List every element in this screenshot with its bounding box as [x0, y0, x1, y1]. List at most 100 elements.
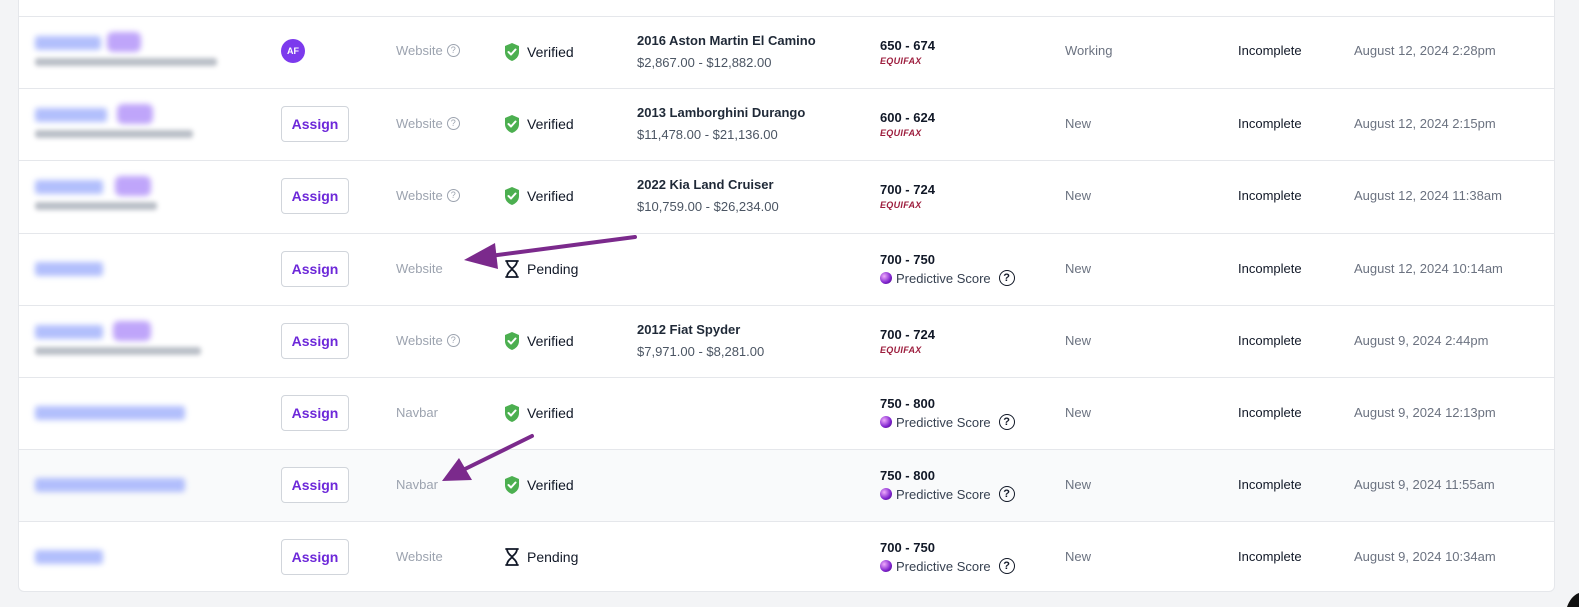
- predictive-score-label: Predictive Score: [896, 414, 991, 430]
- question-icon[interactable]: ?: [446, 117, 460, 130]
- customer-name-redacted[interactable]: [35, 550, 103, 564]
- question-icon[interactable]: ?: [998, 270, 1015, 286]
- completion-status: Incomplete: [1238, 116, 1302, 131]
- completion-status: Incomplete: [1238, 405, 1302, 420]
- vehicle-name: 2016 Aston Martin El Camino: [637, 33, 816, 48]
- table-row[interactable]: Assign Website? Verified 2022 Kia Land C…: [19, 160, 1554, 232]
- customer-email-redacted: [35, 58, 217, 66]
- question-icon[interactable]: ?: [446, 189, 460, 202]
- hourglass-icon: [505, 548, 519, 566]
- customer-email-redacted: [35, 202, 157, 210]
- vehicle-name: 2013 Lamborghini Durango: [637, 105, 806, 120]
- verification-status: Verified: [503, 114, 574, 134]
- verification-status: Pending: [503, 259, 578, 279]
- assign-button[interactable]: Assign: [281, 539, 349, 575]
- completion-status: Incomplete: [1238, 261, 1302, 276]
- question-icon[interactable]: ?: [998, 414, 1015, 430]
- lead-date: August 9, 2024 12:13pm: [1354, 405, 1496, 420]
- vehicle-price-range: $10,759.00 - $26,234.00: [637, 199, 779, 214]
- source-label: Navbar: [396, 405, 438, 420]
- assignee-avatar[interactable]: AF: [281, 39, 305, 63]
- customer-name-redacted[interactable]: [35, 108, 107, 122]
- vehicle-price-range: $2,867.00 - $12,882.00: [637, 55, 772, 70]
- lead-status: New: [1065, 333, 1092, 348]
- vehicle-price-range: $7,971.00 - $8,281.00: [637, 344, 765, 359]
- table-row[interactable]: Assign Navbar Verified 750 - 800 Predict…: [19, 377, 1554, 449]
- question-icon[interactable]: ?: [446, 44, 460, 57]
- credit-score-range: 700 - 750: [880, 540, 935, 555]
- lead-status: New: [1065, 116, 1092, 131]
- equifax-logo: EQUIFAX: [880, 200, 922, 210]
- customer-name-redacted[interactable]: [35, 325, 103, 339]
- completion-status: Incomplete: [1238, 333, 1302, 348]
- lead-source: Navbar: [396, 405, 438, 420]
- table-row[interactable]: Assign Navbar Verified 750 - 800 Predict…: [19, 449, 1554, 521]
- table-row[interactable]: Assign Website? Verified 2013 Lamborghin…: [19, 88, 1554, 160]
- verification-status: Verified: [503, 403, 574, 423]
- lead-status: Working: [1065, 43, 1113, 58]
- verification-status: Pending: [503, 547, 578, 567]
- lead-status: New: [1065, 188, 1092, 203]
- verified-shield-icon: [505, 404, 519, 422]
- crystal-ball-icon: [880, 560, 892, 572]
- source-label: Website: [396, 261, 443, 276]
- lead-source: Website?: [396, 43, 460, 58]
- question-icon[interactable]: ?: [998, 486, 1015, 502]
- predictive-score: Predictive Score?: [880, 558, 1015, 574]
- verification-label: Pending: [527, 261, 579, 277]
- crystal-ball-icon: [880, 488, 892, 500]
- table-row[interactable]: Assign Website? Verified 2012 Fiat Spyde…: [19, 305, 1554, 377]
- source-label: Website: [396, 188, 443, 203]
- completion-status: Incomplete: [1238, 43, 1302, 58]
- customer-name-redacted[interactable]: [35, 180, 103, 194]
- verification-status: Verified: [503, 42, 574, 62]
- verification-label: Pending: [527, 549, 579, 565]
- lead-date: August 12, 2024 2:15pm: [1354, 116, 1496, 131]
- credit-score-range: 600 - 624: [880, 110, 935, 125]
- table-row[interactable]: AF Website? Verified 2016 Aston Martin E…: [19, 16, 1554, 88]
- verification-label: Verified: [527, 405, 574, 421]
- customer-name-redacted[interactable]: [35, 262, 103, 276]
- customer-tag-redacted: [117, 104, 153, 124]
- lead-date: August 12, 2024 11:38am: [1354, 188, 1502, 203]
- assign-button[interactable]: Assign: [281, 395, 349, 431]
- customer-name-redacted[interactable]: [35, 478, 185, 492]
- verification-label: Verified: [527, 477, 574, 493]
- predictive-score-label: Predictive Score: [896, 558, 991, 574]
- lead-source: Website: [396, 261, 443, 276]
- table-row[interactable]: Assign Website Pending 700 - 750 Predict…: [19, 521, 1554, 593]
- customer-name-redacted[interactable]: [35, 406, 185, 420]
- predictive-score: Predictive Score?: [880, 486, 1015, 502]
- verification-status: Verified: [503, 331, 574, 351]
- credit-score-range: 750 - 800: [880, 468, 935, 483]
- customer-tag-redacted: [107, 32, 141, 52]
- credit-score-range: 700 - 724: [880, 327, 935, 342]
- customer-name-redacted[interactable]: [35, 36, 101, 50]
- customer-tag-redacted: [113, 321, 151, 341]
- vehicle-name: 2012 Fiat Spyder: [637, 322, 741, 337]
- lead-date: August 9, 2024 10:34am: [1354, 549, 1496, 564]
- question-icon[interactable]: ?: [998, 558, 1015, 574]
- verified-shield-icon: [505, 43, 519, 61]
- completion-status: Incomplete: [1238, 188, 1302, 203]
- assign-button[interactable]: Assign: [281, 323, 349, 359]
- credit-score-range: 650 - 674: [880, 38, 935, 53]
- verification-label: Verified: [527, 333, 574, 349]
- lead-status: New: [1065, 261, 1092, 276]
- verified-shield-icon: [505, 476, 519, 494]
- hourglass-icon: [505, 260, 519, 278]
- lead-status: New: [1065, 549, 1092, 564]
- assign-button[interactable]: Assign: [281, 251, 349, 287]
- lead-status: New: [1065, 405, 1092, 420]
- predictive-score-label: Predictive Score: [896, 270, 991, 286]
- assign-button[interactable]: Assign: [281, 106, 349, 142]
- assign-button[interactable]: Assign: [281, 178, 349, 214]
- verification-status: Verified: [503, 475, 574, 495]
- question-icon[interactable]: ?: [446, 334, 460, 347]
- verified-shield-icon: [505, 115, 519, 133]
- table-row[interactable]: Assign Website Pending 700 - 750 Predict…: [19, 233, 1554, 305]
- credit-score-range: 700 - 750: [880, 252, 935, 267]
- assign-button[interactable]: Assign: [281, 467, 349, 503]
- verified-shield-icon: [505, 332, 519, 350]
- source-label: Website: [396, 116, 443, 131]
